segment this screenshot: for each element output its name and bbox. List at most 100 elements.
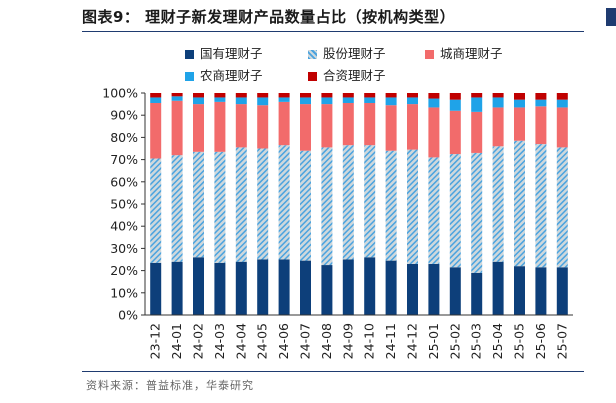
bar-segment-25-05-series-4 [514,93,525,100]
x-tick-label: 25-04 [490,323,505,359]
bar-segment-25-02-series-2 [449,110,461,155]
y-tick-label: 30% [110,241,138,256]
legend-swatch-nongshang [185,72,194,81]
bar-segment-24-02-series-0 [193,257,204,315]
bar-segment-24-04-series-2 [235,104,247,148]
x-tick-label: 24-11 [383,323,398,359]
y-tick-label: 90% [110,108,138,123]
legend-swatch-hezi [308,72,317,81]
bar-segment-24-08-series-2 [321,104,333,148]
bar-segment-24-03-series-4 [214,93,226,98]
bar-segment-24-11-series-1 [385,150,397,261]
bar-segment-24-09-series-2 [342,102,354,146]
bar-segment-24-05-series-4 [257,93,269,98]
legend-label-chengshang: 城商理财子 [440,46,503,61]
y-tick-label: 50% [110,197,138,212]
title-rule [82,31,584,32]
adjacent-panel-edge [606,8,616,26]
x-tick-label: 24-02 [191,323,206,359]
bar-segment-24-04-series-0 [235,261,247,315]
bar-segment-24-02-series-4 [193,93,204,98]
bar-segment-24-01-series-4 [171,93,183,97]
bar-segment-24-07-series-1 [300,150,311,261]
bar-segment-24-01-series-1 [171,155,183,262]
bar-segment-25-03-series-3 [471,97,483,112]
bar-segment-24-11-series-4 [385,93,397,98]
bar-segment-25-05-series-1 [514,140,525,267]
bar-segment-24-07-series-2 [300,104,311,151]
bar-segment-24-03-series-1 [214,151,226,263]
legend-swatch-gufen [308,50,317,59]
bar-segment-24-10-series-4 [364,93,376,98]
bar-segment-24-03-series-0 [214,262,226,315]
bar-segment-25-05-series-0 [514,266,525,315]
bar-segment-24-06-series-4 [278,93,290,98]
bar-segment-23-12-series-4 [150,93,162,98]
bar-segment-24-10-series-2 [364,102,376,146]
bar-segment-24-06-series-1 [278,145,290,260]
legend-label-guoyou: 国有理财子 [200,46,263,61]
bars [150,93,568,315]
bar-segment-24-08-series-4 [321,93,333,98]
title-row: 图表9： 理财子新发理财产品数量占比（按机构类型） [82,4,602,30]
bar-segment-24-09-series-1 [342,145,354,260]
x-tick-label: 23-12 [148,323,163,359]
legend-label-nongshang: 农商理财子 [200,68,263,83]
bar-segment-25-07-series-1 [556,147,568,268]
bar-segment-23-12-series-0 [150,262,162,315]
bar-segment-25-06-series-4 [535,93,547,100]
bar-segment-24-06-series-2 [278,101,290,146]
y-tick-label: 40% [110,219,138,234]
bar-segment-25-07-series-3 [556,99,568,108]
bar-segment-24-02-series-3 [193,97,204,105]
bar-segment-23-12-series-1 [150,158,162,263]
bar-segment-25-07-series-2 [556,107,568,148]
bar-segment-25-01-series-1 [428,157,440,264]
bar-segment-25-02-series-0 [449,267,461,315]
bar-segment-24-10-series-3 [364,97,376,103]
bar-segment-24-11-series-2 [385,105,397,151]
source-note: 资料来源：普益标准，华泰研究 [86,379,254,392]
legend-label-hezi: 合资理财子 [323,68,386,83]
bar-segment-24-08-series-3 [321,97,333,105]
bar-segment-24-10-series-1 [364,145,376,258]
x-tick-label: 24-04 [233,323,248,359]
bar-segment-24-11-series-0 [385,260,397,315]
x-tick-label: 24-06 [276,323,291,359]
y-tick-label: 0% [118,308,138,323]
x-tick-label: 25-06 [533,323,548,359]
bar-segment-24-12-series-3 [407,97,418,105]
bar-segment-24-09-series-4 [342,93,354,98]
bar-segment-25-02-series-4 [449,93,461,100]
bar-segment-24-09-series-0 [342,259,354,315]
bar-segment-24-05-series-3 [257,97,269,106]
legend-swatch-guoyou [185,50,194,59]
bar-segment-24-12-series-4 [407,93,418,98]
bar-segment-24-02-series-2 [193,104,204,152]
bar-segment-25-07-series-0 [556,267,568,315]
x-tick-label: 24-03 [212,323,227,359]
bar-segment-25-01-series-3 [428,98,440,108]
bar-segment-25-06-series-2 [535,106,547,145]
x-tick-label: 25-03 [469,323,484,359]
y-tick-label: 20% [110,263,138,278]
bar-segment-25-06-series-1 [535,144,547,268]
y-tick-label: 100% [102,86,138,101]
legend-swatch-chengshang [425,50,434,59]
y-tick-label: 80% [110,130,138,145]
x-tick-label: 25-05 [512,323,527,359]
bar-segment-24-12-series-1 [407,149,418,264]
bar-segment-25-07-series-4 [556,93,568,100]
x-tick-label: 24-01 [169,323,184,359]
bar-segment-24-07-series-3 [300,97,311,105]
bar-segment-23-12-series-3 [150,97,162,103]
bar-segment-24-04-series-4 [235,93,247,98]
x-tick-label: 24-09 [340,323,355,359]
y-tick-label: 70% [110,152,138,167]
bar-segment-25-02-series-3 [449,99,461,111]
x-tick-label: 24-07 [298,323,313,359]
x-tick-label: 24-05 [255,323,270,359]
bar-segment-25-03-series-0 [471,272,483,315]
bar-segment-24-01-series-2 [171,100,183,156]
bar-segment-25-05-series-2 [514,107,525,141]
